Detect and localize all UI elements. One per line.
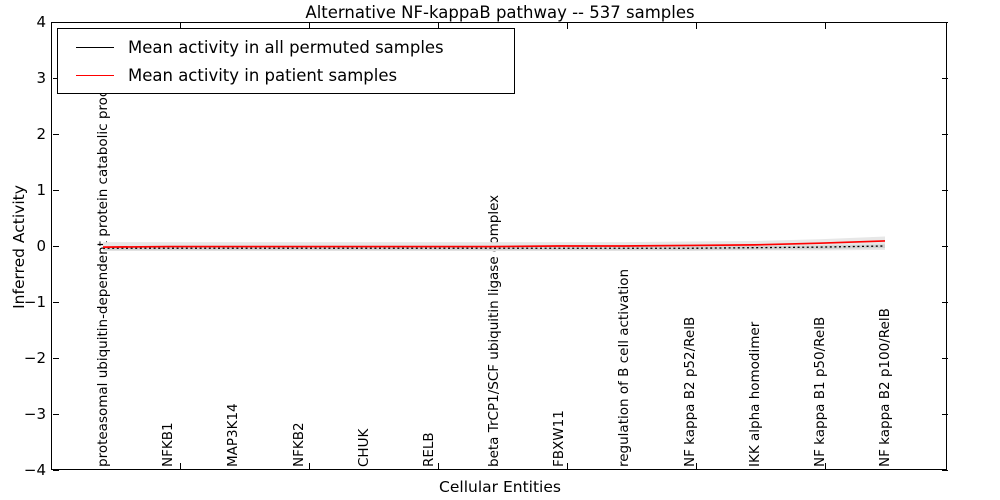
y-tick-label: −2 — [23, 349, 46, 367]
legend-label: Mean activity in all permuted samples — [128, 37, 444, 57]
tick-mark — [52, 21, 59, 23]
legend-item-patient: Mean activity in patient samples — [58, 60, 397, 90]
tick-mark — [52, 189, 59, 191]
tick-mark — [695, 463, 697, 469]
tick-mark — [695, 23, 697, 29]
tick-mark — [179, 463, 181, 469]
tick-mark — [941, 245, 948, 247]
y-tick-label: −3 — [23, 405, 46, 423]
tick-mark — [179, 23, 181, 29]
patient-mean-line — [102, 240, 886, 248]
tick-mark — [941, 301, 948, 303]
tick-mark — [437, 23, 439, 29]
legend-label: Mean activity in patient samples — [128, 65, 398, 85]
red-line-sample-icon — [76, 74, 114, 76]
tick-mark — [52, 413, 59, 415]
y-tick-label: −4 — [23, 461, 46, 479]
tick-mark — [437, 463, 439, 469]
tick-mark — [52, 133, 59, 135]
y-tick-label: 3 — [36, 69, 46, 87]
tick-mark — [52, 357, 59, 359]
tick-mark — [52, 77, 59, 79]
y-tick-label: 2 — [36, 125, 46, 143]
tick-mark — [308, 23, 310, 29]
tick-mark — [941, 189, 948, 191]
tick-mark — [941, 77, 948, 79]
tick-mark — [941, 21, 948, 23]
y-tick-label: −1 — [23, 293, 46, 311]
tick-mark — [941, 133, 948, 135]
legend-box: Mean activity in all permuted samples Me… — [57, 28, 515, 94]
chart-title: Alternative NF-kappaB pathway -- 537 sam… — [305, 3, 695, 22]
y-tick-label: 0 — [36, 237, 46, 255]
tick-mark — [566, 23, 568, 29]
tick-mark — [308, 463, 310, 469]
tick-mark — [52, 301, 59, 303]
black-line-sample-icon — [76, 46, 114, 48]
tick-mark — [52, 245, 59, 247]
tick-mark — [824, 463, 826, 469]
y-tick-label: 1 — [36, 181, 46, 199]
tick-mark — [566, 463, 568, 469]
x-axis-label: Cellular Entities — [439, 478, 561, 496]
tick-mark — [824, 23, 826, 29]
legend-item-permuted: Mean activity in all permuted samples — [58, 32, 444, 62]
tick-mark — [941, 357, 948, 359]
tick-mark — [941, 413, 948, 415]
tick-mark — [52, 469, 59, 471]
y-tick-label: 4 — [36, 13, 46, 31]
tick-mark — [941, 469, 948, 471]
permuted-mean-line — [103, 245, 886, 249]
